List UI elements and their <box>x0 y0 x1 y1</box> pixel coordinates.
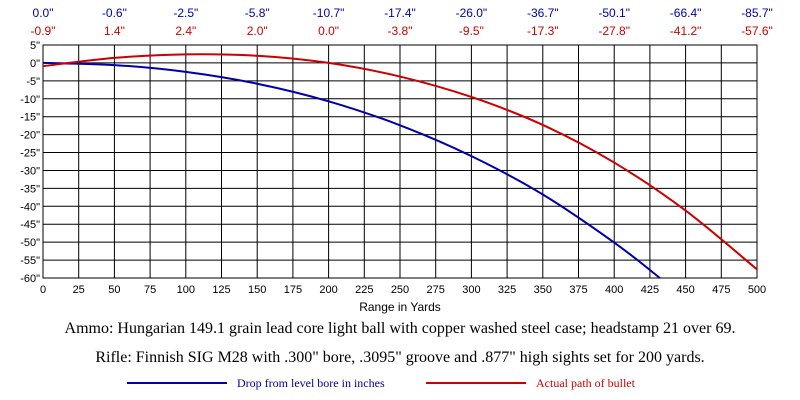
series-line-path <box>43 53 757 271</box>
x-tick-label: 125 <box>212 284 230 296</box>
x-tick-label: 275 <box>427 284 445 296</box>
y-tick-label: -55" <box>20 255 40 267</box>
y-tick-label: -25" <box>20 148 40 160</box>
top-path-value: -9.5" <box>459 24 484 38</box>
top-drop-value: -50.1" <box>598 6 630 20</box>
top-drop-value: -17.4" <box>384 6 416 20</box>
top-path-value: 2.0" <box>247 24 268 38</box>
x-tick-label: 475 <box>712 284 730 296</box>
rifle-note: Rifle: Finnish SIG M28 with .300" bore, … <box>95 349 705 366</box>
legend-label-drop: Drop from level bore in inches <box>237 375 385 390</box>
top-drop-value: -26.0" <box>456 6 488 20</box>
top-value-rows: 0.0" -0.6" -2.5" -5.8" -10.7" -17.4" -26.0" -36… <box>31 6 773 38</box>
x-axis-label: Range in Yards <box>359 300 441 314</box>
y-tick-label: -35" <box>20 183 40 195</box>
legend-item-path: Actual path of bullet <box>426 375 635 391</box>
x-axis-tick-labels: 0 25 50 75 100 125 150 175 200 225 250 275 300 325 350… <box>40 284 766 296</box>
x-tick-label: 450 <box>676 284 694 296</box>
top-path-value: 2.4" <box>175 24 196 38</box>
top-drop-value: -10.7" <box>313 6 345 20</box>
top-drop-value: -5.8" <box>245 6 270 20</box>
x-tick-label: 425 <box>641 284 659 296</box>
top-drop-value: -0.6" <box>102 6 127 20</box>
top-path-value: 0.0" <box>318 24 339 38</box>
x-tick-label: 100 <box>177 284 195 296</box>
y-tick-label: -40" <box>20 201 40 213</box>
x-tick-label: 25 <box>73 284 85 296</box>
x-tick-label: 75 <box>144 284 156 296</box>
y-axis-tick-labels: 5" 0" -5" -10" -15" -20" -25" -30" -35" -40" -45" -… <box>20 40 40 285</box>
series-line-drop <box>43 61 661 278</box>
x-tick-label: 500 <box>748 284 766 296</box>
x-tick-label: 250 <box>391 284 409 296</box>
x-tick-label: 50 <box>108 284 120 296</box>
y-tick-label: 0" <box>30 58 40 70</box>
x-tick-label: 400 <box>605 284 623 296</box>
top-drop-value: -2.5" <box>173 6 198 20</box>
x-tick-label: 350 <box>534 284 552 296</box>
legend-label-path: Actual path of bullet <box>536 375 635 390</box>
top-drop-value: -66.4" <box>670 6 702 20</box>
top-drop-value: -36.7" <box>527 6 559 20</box>
series-lines <box>43 53 757 278</box>
plot-frame <box>42 44 758 279</box>
plot-border <box>42 44 758 279</box>
top-path-value: -0.9" <box>31 24 56 38</box>
top-path-value: -17.3" <box>527 24 559 38</box>
top-path-value: -41.2" <box>670 24 702 38</box>
y-tick-label: -10" <box>20 94 40 106</box>
legend-swatch-path <box>426 382 526 384</box>
top-path-value: -3.8" <box>388 24 413 38</box>
y-tick-label: -30" <box>20 165 40 177</box>
x-tick-label: 200 <box>319 284 337 296</box>
y-tick-label: -15" <box>20 112 40 124</box>
x-tick-label: 300 <box>462 284 480 296</box>
y-tick-label: -20" <box>20 130 40 142</box>
top-path-value: -27.8" <box>598 24 630 38</box>
x-tick-label: 150 <box>248 284 266 296</box>
top-drop-value: 0.0" <box>33 6 54 20</box>
legend-swatch-drop <box>127 382 227 384</box>
y-tick-label: 5" <box>30 40 40 52</box>
top-drop-value: -85.7" <box>741 6 773 20</box>
ammo-note: Ammo: Hungarian 149.1 grain lead core li… <box>64 320 736 337</box>
grid <box>42 44 758 279</box>
x-tick-label: 325 <box>498 284 516 296</box>
x-tick-label: 0 <box>40 284 46 296</box>
y-tick-label: -45" <box>20 219 40 231</box>
top-path-value: 1.4" <box>104 24 125 38</box>
x-tick-label: 175 <box>284 284 302 296</box>
x-tick-label: 375 <box>569 284 587 296</box>
top-path-value: -57.6" <box>741 24 773 38</box>
y-tick-label: -5" <box>26 76 40 88</box>
y-tick-label: -50" <box>20 237 40 249</box>
x-tick-label: 225 <box>355 284 373 296</box>
legend-item-drop: Drop from level bore in inches <box>127 375 385 391</box>
y-tick-label: -60" <box>20 273 40 285</box>
